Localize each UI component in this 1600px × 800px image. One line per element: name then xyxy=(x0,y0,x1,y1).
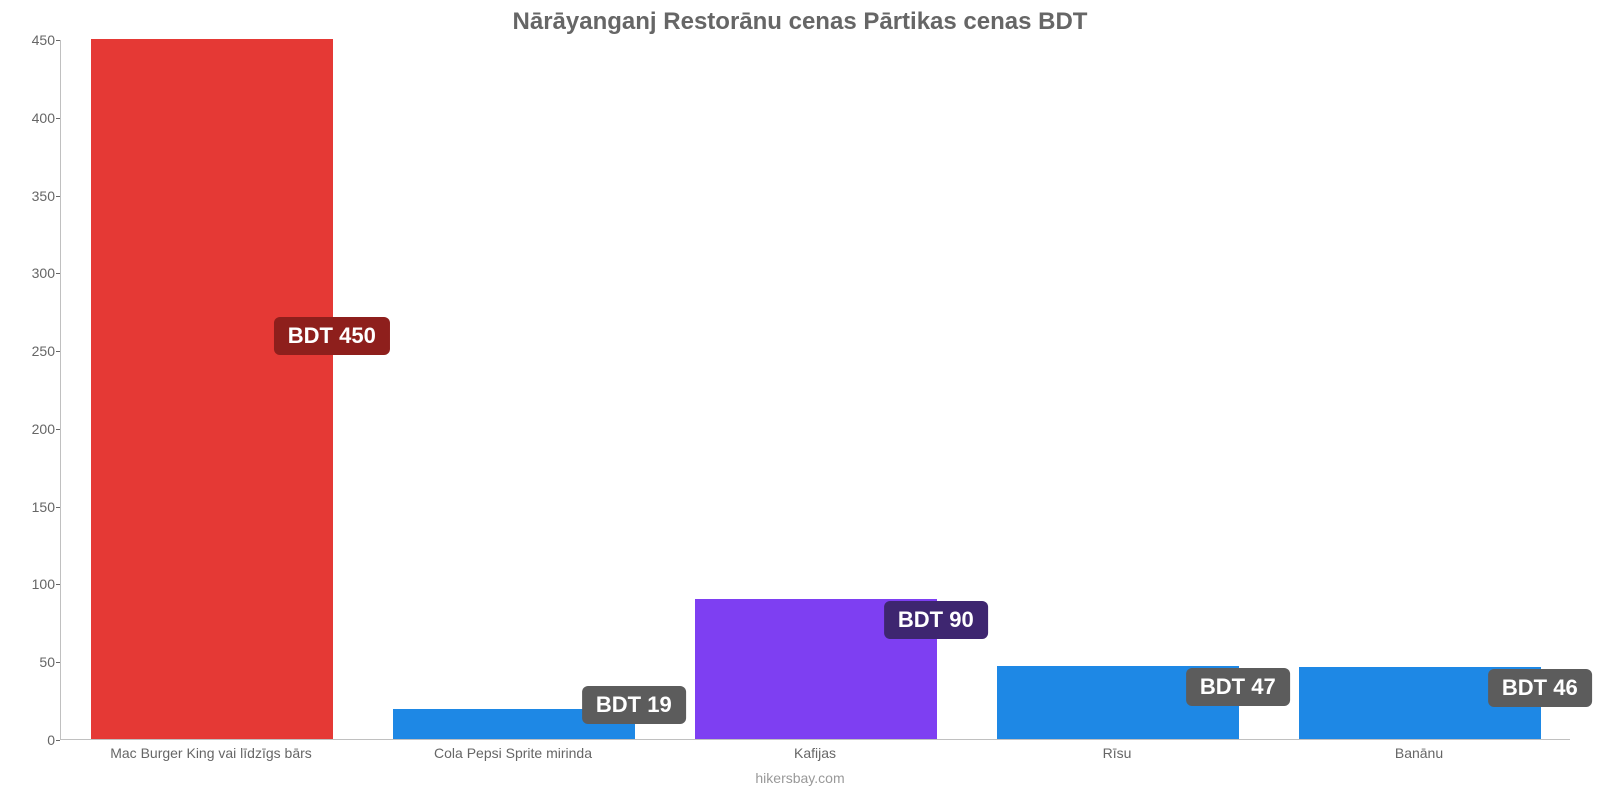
y-tick-mark xyxy=(56,507,60,508)
y-tick-label: 200 xyxy=(10,421,55,437)
y-tick-mark xyxy=(56,662,60,663)
bar-value-label: BDT 47 xyxy=(1186,668,1290,706)
y-tick-label: 250 xyxy=(10,343,55,359)
x-category-label: Banānu xyxy=(1269,745,1569,761)
y-tick-mark xyxy=(56,429,60,430)
y-tick-mark xyxy=(56,584,60,585)
y-tick-label: 100 xyxy=(10,576,55,592)
x-category-label: Kafijas xyxy=(665,745,965,761)
bar-value-label: BDT 46 xyxy=(1488,669,1592,707)
price-bar-chart: Nārāyanganj Restorānu cenas Pārtikas cen… xyxy=(0,0,1600,800)
bar-value-label: BDT 90 xyxy=(884,601,988,639)
y-tick-mark xyxy=(56,351,60,352)
bar-value-label: BDT 19 xyxy=(582,686,686,724)
y-tick-mark xyxy=(56,196,60,197)
y-tick-label: 150 xyxy=(10,499,55,515)
y-tick-mark xyxy=(56,40,60,41)
y-tick-label: 450 xyxy=(10,32,55,48)
attribution-text: hikersbay.com xyxy=(0,770,1600,786)
bar-value-label: BDT 450 xyxy=(274,317,390,355)
y-tick-mark xyxy=(56,740,60,741)
y-tick-label: 300 xyxy=(10,265,55,281)
bar xyxy=(91,39,333,739)
y-tick-mark xyxy=(56,273,60,274)
y-tick-label: 350 xyxy=(10,188,55,204)
plot-area xyxy=(60,40,1570,740)
x-category-label: Cola Pepsi Sprite mirinda xyxy=(363,745,663,761)
x-category-label: Rīsu xyxy=(967,745,1267,761)
y-tick-label: 400 xyxy=(10,110,55,126)
x-category-label: Mac Burger King vai līdzīgs bārs xyxy=(61,745,361,761)
y-tick-label: 50 xyxy=(10,654,55,670)
chart-title: Nārāyanganj Restorānu cenas Pārtikas cen… xyxy=(0,8,1600,36)
y-tick-label: 0 xyxy=(10,732,55,748)
y-tick-mark xyxy=(56,118,60,119)
